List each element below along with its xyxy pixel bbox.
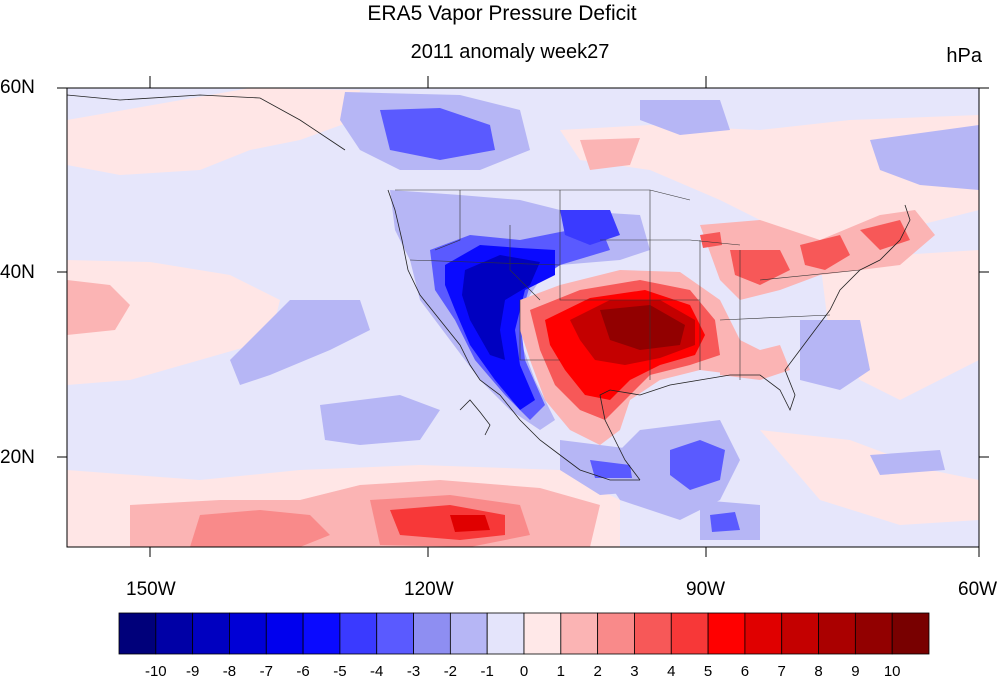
colorbar-swatch <box>597 612 635 655</box>
colorbar-tick-label: -2 <box>443 663 458 680</box>
colorbar-swatch <box>302 612 341 655</box>
lon-label-120w: 120W <box>404 579 454 600</box>
anomaly-field <box>67 88 979 547</box>
colorbar-tick-label: 2 <box>593 663 602 680</box>
colorbar-swatch <box>744 612 783 655</box>
colorbar-swatch <box>891 612 930 655</box>
colorbar-swatch <box>670 612 709 655</box>
colorbar-swatch <box>339 612 378 655</box>
colorbar-swatch <box>854 612 893 655</box>
colorbar-tick-label: 7 <box>777 663 786 680</box>
colorbar-tick-label: 5 <box>703 663 713 680</box>
colorbar-swatch <box>376 612 414 655</box>
colorbar-swatch <box>560 612 599 655</box>
map-subtitle: 2011 anomaly week27 <box>410 41 610 63</box>
tick-marks <box>57 76 989 557</box>
colorbar-swatch <box>192 612 230 655</box>
colorbar-tick-label: 0 <box>519 663 529 680</box>
colorbar-tick-label: 10 <box>883 663 901 680</box>
colorbar-tick-label: -8 <box>222 663 237 680</box>
colorbar-swatch <box>781 612 819 655</box>
colorbar-tick-label: -10 <box>144 663 167 680</box>
colorbar-swatch <box>229 612 267 655</box>
colorbar-swatch <box>523 612 562 655</box>
lat-label-60n: 60N <box>0 77 35 98</box>
colorbar-swatch <box>265 612 304 655</box>
lon-label-90w: 90W <box>686 579 726 600</box>
colorbar-tick-label: 8 <box>814 663 823 680</box>
negative-anomaly-2-5 <box>380 108 740 532</box>
positive-anomaly-pacific <box>190 495 530 547</box>
coastlines <box>67 94 911 481</box>
colorbar-tick-label: -3 <box>406 663 421 680</box>
colorbar-swatch <box>449 612 488 655</box>
colorbar-tick-label: 6 <box>740 663 750 680</box>
colorbar-tick-label: 9 <box>851 663 860 680</box>
state-borders <box>395 189 861 380</box>
colorbar-tick-label: 3 <box>630 663 639 680</box>
colorbar <box>118 612 930 655</box>
colorbar-tick-label: 1 <box>556 663 565 680</box>
colorbar-tick-label: -9 <box>185 663 200 680</box>
colorbar-tick-label: -4 <box>370 663 384 680</box>
colorbar-swatch <box>707 612 746 655</box>
colorbar-swatch <box>118 612 157 655</box>
colorbar-tick-label: 4 <box>667 663 676 680</box>
map-title: ERA5 Vapor Pressure Deficit <box>367 2 637 25</box>
colorbar-tick-label: -6 <box>296 663 310 680</box>
colorbar-swatch <box>818 612 856 655</box>
lat-label-20n: 20N <box>0 447 35 468</box>
positive-anomaly-ne <box>700 220 910 285</box>
colorbar-swatch <box>486 612 525 655</box>
lat-label-40n: 40N <box>0 262 35 283</box>
colorbar-tick-label: -5 <box>333 663 347 680</box>
colorbar-swatch <box>413 612 451 655</box>
lon-label-150w: 150W <box>126 579 176 600</box>
units-label: hPa <box>946 45 982 67</box>
map-frame <box>66 87 980 548</box>
colorbar-swatch <box>155 612 194 655</box>
lon-label-60w: 60W <box>958 579 998 600</box>
colorbar-tick-label: -7 <box>259 663 273 680</box>
colorbar-swatch <box>634 612 672 655</box>
colorbar-tick-label: -1 <box>480 663 494 680</box>
